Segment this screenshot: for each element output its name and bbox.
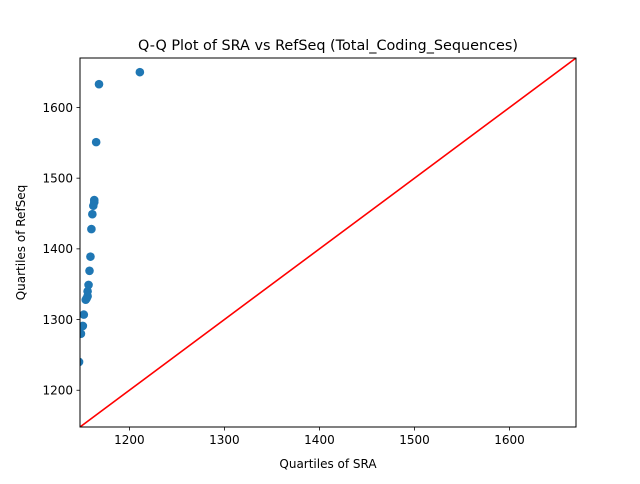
data-point <box>83 286 92 296</box>
data-point <box>86 252 95 261</box>
x-tick-label: 1300 <box>209 433 240 447</box>
data-point <box>89 195 99 205</box>
data-point <box>80 310 89 319</box>
x-tick-label: 1500 <box>399 433 430 447</box>
y-axis-label: Quartiles of RefSeq <box>14 185 28 301</box>
x-tick-label: 1400 <box>304 433 335 447</box>
data-point <box>80 321 88 331</box>
data-point <box>85 266 94 276</box>
data-point <box>80 357 84 367</box>
reference-line <box>80 58 576 427</box>
data-point <box>88 209 97 219</box>
data-point <box>135 67 145 77</box>
x-axis-label: Quartiles of SRA <box>279 457 377 471</box>
y-tick-label: 1300 <box>42 313 73 327</box>
y-tick-label: 1200 <box>42 384 73 398</box>
y-tick-label: 1500 <box>42 171 73 185</box>
axis-ticks: 1200 1300 1400 1500 1600 1200 1300 1400 1500 1600 <box>42 101 524 447</box>
plot-frame <box>79 57 577 428</box>
data-point <box>84 280 93 290</box>
data-points <box>80 67 145 367</box>
chart-title: Q-Q Plot of SRA vs RefSeq (Total_Coding_… <box>138 38 518 54</box>
data-point <box>87 224 96 234</box>
reference-line-group <box>80 58 576 427</box>
data-point <box>94 79 104 89</box>
x-tick-label: 1600 <box>494 433 525 447</box>
x-tick-label: 1200 <box>114 433 145 447</box>
data-point <box>80 329 86 338</box>
y-tick-label: 1600 <box>42 101 73 115</box>
data-point <box>91 137 101 147</box>
y-tick-label: 1400 <box>42 242 73 256</box>
